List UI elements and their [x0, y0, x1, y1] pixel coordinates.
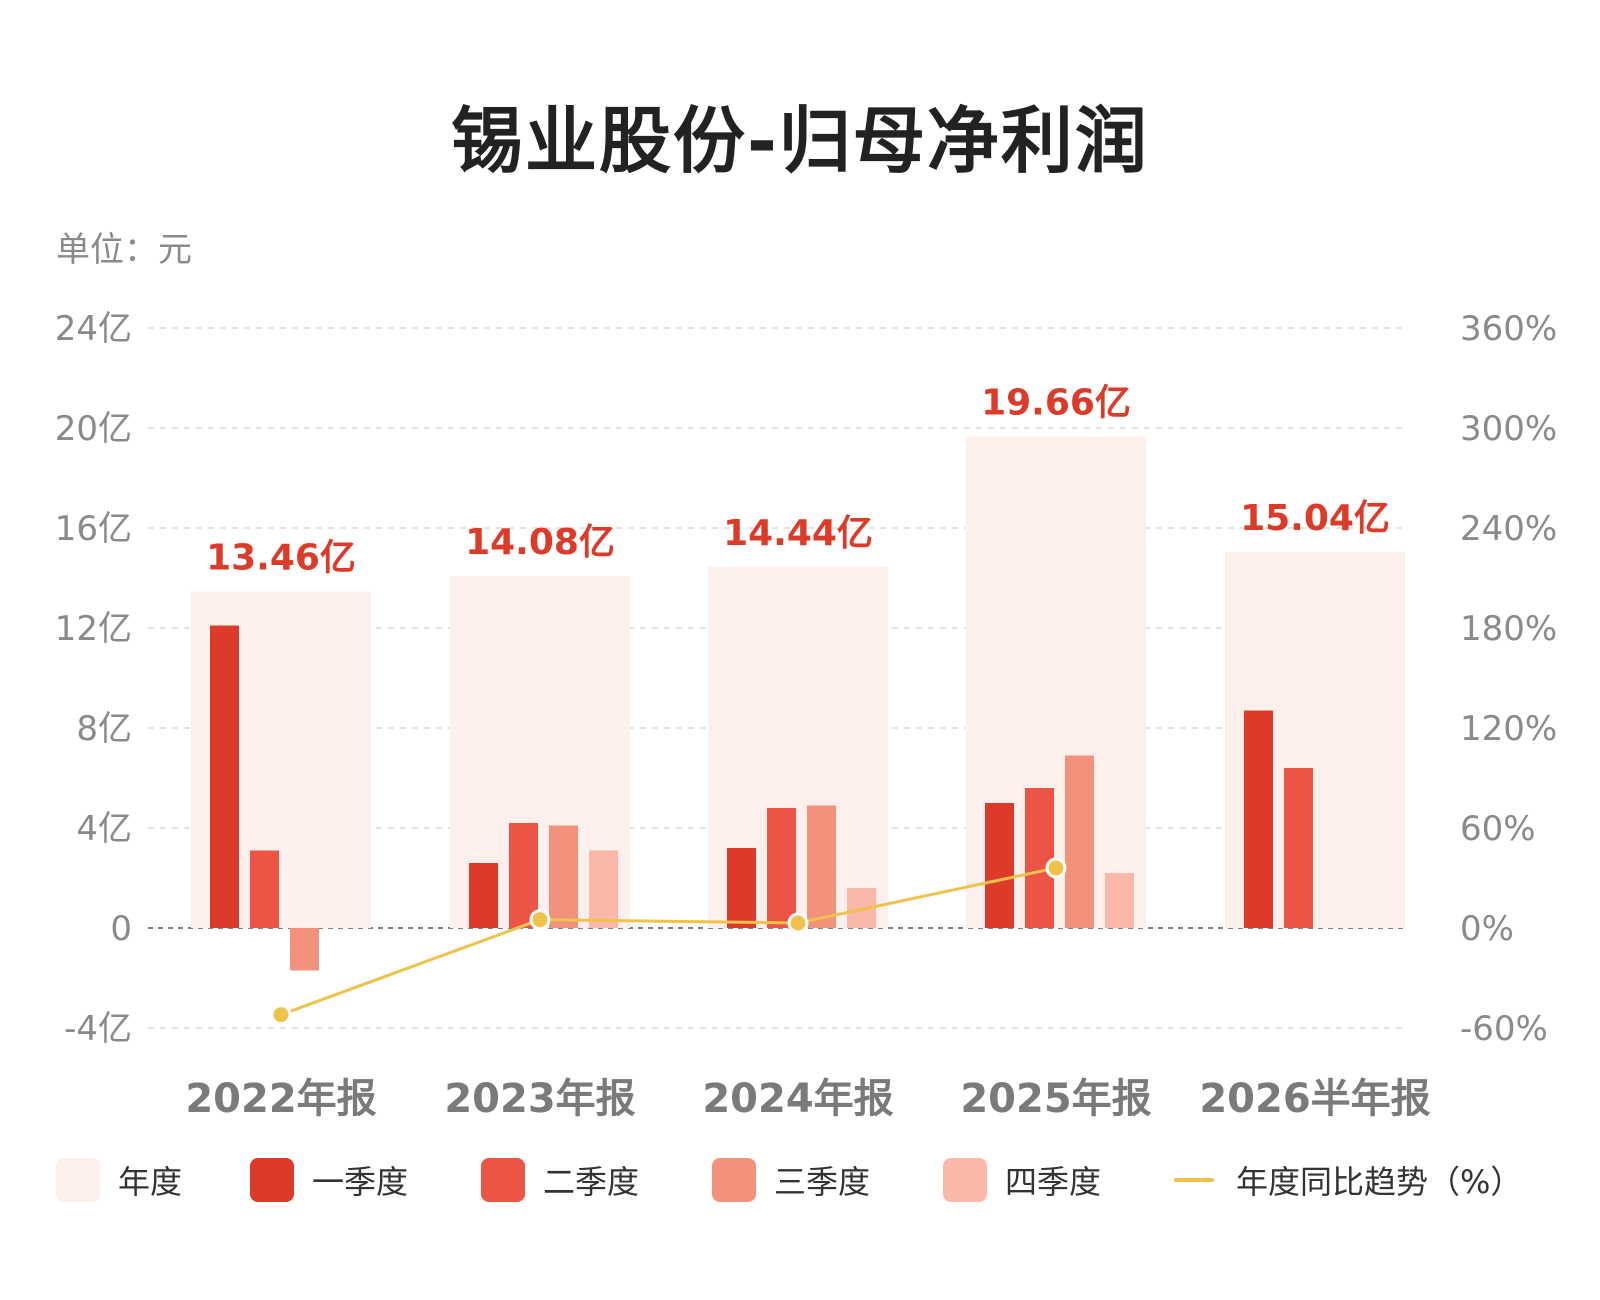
- annual-value-label: 15.04亿: [1240, 498, 1390, 539]
- q2-bar: [250, 850, 279, 928]
- legend-label: 二季度: [543, 1163, 640, 1201]
- y-left-tick-label: -4亿: [64, 1009, 132, 1049]
- q3-bar: [290, 928, 319, 971]
- legend-item-yoy: 年度同比趋势（%）: [1174, 1158, 1522, 1202]
- q4-bar: [1105, 873, 1134, 928]
- y-left-tick-label: 0: [110, 909, 132, 949]
- y-left-tick-label: 24亿: [55, 309, 132, 349]
- annual-value-label: 14.08亿: [465, 522, 615, 563]
- legend-swatch: [56, 1158, 100, 1202]
- y-left-tick-label: 8亿: [76, 709, 132, 749]
- q2-bar: [1025, 788, 1054, 928]
- x-category-label: 2023年报: [444, 1076, 635, 1122]
- yoy-point: [787, 912, 809, 934]
- q1-bar: [210, 625, 239, 928]
- legend-label: 年度同比趋势（%）: [1236, 1163, 1523, 1201]
- legend-label: 三季度: [774, 1163, 871, 1201]
- y-left-tick-label: 16亿: [55, 509, 132, 549]
- y-right-tick-label: 0%: [1460, 909, 1514, 949]
- y-right-tick-label: 60%: [1460, 809, 1536, 849]
- yoy-point: [270, 1004, 292, 1026]
- x-category-label: 2022年报: [185, 1076, 376, 1122]
- y-left-tick-label: 12亿: [55, 609, 132, 649]
- y-right-tick-label: 180%: [1460, 609, 1557, 649]
- q3-bar: [807, 805, 836, 928]
- y-left-tick-label: 20亿: [55, 409, 132, 449]
- q4-bar: [589, 850, 618, 928]
- unit-label: 单位：元: [56, 230, 192, 270]
- q3-bar: [1065, 755, 1094, 928]
- legend-label: 一季度: [312, 1163, 409, 1201]
- q2-bar: [767, 808, 796, 928]
- legend-swatch: [712, 1158, 756, 1202]
- annual-value-label: 14.44亿: [723, 513, 873, 554]
- q2-bar: [509, 823, 538, 928]
- legend-swatch: [1174, 1178, 1214, 1182]
- legend-item-q1: 一季度: [250, 1158, 408, 1202]
- legend-item-annual: 年度: [56, 1158, 182, 1202]
- yoy-point: [529, 909, 551, 931]
- legend-swatch: [943, 1158, 987, 1202]
- x-category-label: 2024年报: [702, 1076, 893, 1122]
- legend-item-q2: 二季度: [481, 1158, 639, 1202]
- legend-label: 四季度: [1005, 1163, 1102, 1201]
- q3-bar: [549, 825, 578, 928]
- q1-bar: [1244, 710, 1273, 928]
- yoy-point: [1045, 857, 1067, 879]
- y-right-tick-label: 300%: [1460, 409, 1557, 449]
- legend-label: 年度: [118, 1163, 183, 1201]
- y-left-tick-label: 4亿: [76, 809, 132, 849]
- y-right-tick-label: 240%: [1460, 509, 1557, 549]
- legend: 年度 一季度 二季度 三季度 四季度 年度同比趋势（%）: [56, 1158, 1556, 1218]
- y-right-tick-label: 360%: [1460, 309, 1557, 349]
- q1-bar: [469, 863, 498, 928]
- legend-swatch: [481, 1158, 525, 1202]
- x-category-label: 2025年报: [960, 1076, 1151, 1122]
- legend-item-q3: 三季度: [712, 1158, 870, 1202]
- legend-item-q4: 四季度: [943, 1158, 1101, 1202]
- q2-bar: [1284, 768, 1313, 928]
- y-right-tick-label: -60%: [1460, 1009, 1548, 1049]
- legend-swatch: [250, 1158, 294, 1202]
- chart-title: 锡业股份-归母净利润: [451, 99, 1149, 183]
- q1-bar: [985, 803, 1014, 928]
- x-category-label: 2026半年报: [1199, 1076, 1430, 1122]
- q1-bar: [727, 848, 756, 928]
- annual-value-label: 19.66亿: [981, 383, 1131, 424]
- annual-value-label: 13.46亿: [206, 538, 356, 579]
- y-right-tick-label: 120%: [1460, 709, 1557, 749]
- yoy-line: [280, 866, 1057, 1017]
